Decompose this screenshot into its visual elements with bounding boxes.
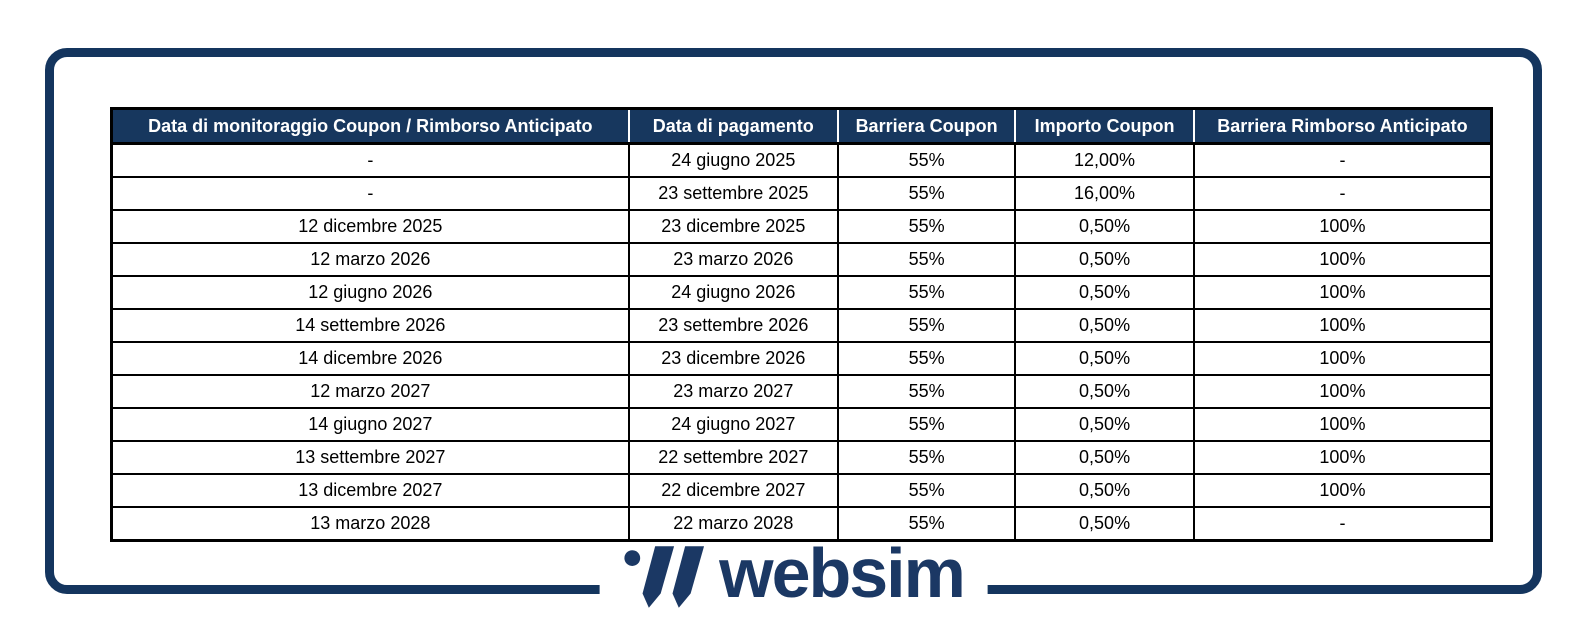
table-head: Data di monitoraggio Coupon / Rimborso A… xyxy=(111,108,1492,145)
table-cell: 13 dicembre 2027 xyxy=(110,473,630,508)
table-cell: 0,50% xyxy=(1014,506,1195,542)
table-cell: 0,50% xyxy=(1014,242,1195,277)
table-cell: 14 dicembre 2026 xyxy=(110,341,630,376)
table-cell: 14 settembre 2026 xyxy=(110,308,630,343)
table-cell: 100% xyxy=(1192,209,1493,244)
content-frame: Data di monitoraggio Coupon / Rimborso A… xyxy=(45,48,1542,611)
table-cell: 23 dicembre 2025 xyxy=(627,209,839,244)
table-cell: 100% xyxy=(1192,341,1493,376)
table-cell: 12,00% xyxy=(1014,142,1195,178)
table-header-row: Data di monitoraggio Coupon / Rimborso A… xyxy=(111,108,1492,145)
table-cell: 55% xyxy=(836,440,1017,475)
table-cell: - xyxy=(1192,142,1493,178)
table-cell: - xyxy=(110,176,630,211)
table-cell: - xyxy=(1192,176,1493,211)
websim-logo-icon xyxy=(623,546,704,608)
coupon-schedule-table: Data di monitoraggio Coupon / Rimborso A… xyxy=(110,107,1493,542)
table-cell: 55% xyxy=(836,407,1017,442)
websim-logo: websim xyxy=(599,534,988,612)
table-cell: 23 settembre 2026 xyxy=(627,308,839,343)
column-header-5: Barriera Rimborso Anticipato xyxy=(1193,108,1492,145)
table-row: 14 dicembre 2026 23 dicembre 2026 55% 0,50%… xyxy=(110,341,1493,376)
table-cell: 14 giugno 2027 xyxy=(110,407,630,442)
table-cell: 55% xyxy=(836,506,1017,542)
table-row: 12 giugno 2026 24 giugno 2026 55% 0,50% 100% xyxy=(110,275,1493,310)
table-body: -24 giugno 2025 55% 12,00% - -23 settembre 2… xyxy=(110,142,1493,542)
table-cell: 12 dicembre 2025 xyxy=(110,209,630,244)
websim-logo-text: websim xyxy=(719,534,966,612)
table-cell: 12 giugno 2026 xyxy=(110,275,630,310)
table-cell: 0,50% xyxy=(1014,440,1195,475)
table-cell: 100% xyxy=(1192,275,1493,310)
column-header-3: Barriera Coupon xyxy=(837,108,1017,145)
table-cell: 100% xyxy=(1192,407,1493,442)
table-cell: 0,50% xyxy=(1014,275,1195,310)
table-row: 14 settembre 2026 23 settembre 2026 55% 0,5… xyxy=(110,308,1493,343)
table-cell: 0,50% xyxy=(1014,473,1195,508)
table-cell: 12 marzo 2026 xyxy=(110,242,630,277)
table-row: 13 marzo 2028 22 marzo 2028 55% 0,50% - xyxy=(110,506,1493,542)
table-cell: 23 marzo 2027 xyxy=(627,374,839,409)
table-cell: 55% xyxy=(836,374,1017,409)
table-cell: 23 dicembre 2026 xyxy=(627,341,839,376)
table-cell: 55% xyxy=(836,176,1017,211)
table-cell: 100% xyxy=(1192,374,1493,409)
table-cell: 0,50% xyxy=(1014,341,1195,376)
table-cell: 13 settembre 2027 xyxy=(110,440,630,475)
table-row: 13 settembre 2027 22 settembre 2027 55% 0,5… xyxy=(110,440,1493,475)
table-cell: 55% xyxy=(836,242,1017,277)
table-cell: 55% xyxy=(836,341,1017,376)
table-cell: 16,00% xyxy=(1014,176,1195,211)
column-header-4: Importo Coupon xyxy=(1015,108,1195,145)
table-cell: 100% xyxy=(1192,440,1493,475)
table-cell: 22 settembre 2027 xyxy=(627,440,839,475)
table-row: 14 giugno 2027 24 giugno 2027 55% 0,50% 100% xyxy=(110,407,1493,442)
table-cell: 55% xyxy=(836,142,1017,178)
table-cell: 22 marzo 2028 xyxy=(627,506,839,542)
table-cell: 55% xyxy=(836,275,1017,310)
table-cell: 24 giugno 2025 xyxy=(627,142,839,178)
table-cell: 23 settembre 2025 xyxy=(627,176,839,211)
table-cell: 55% xyxy=(836,209,1017,244)
table-cell: 100% xyxy=(1192,242,1493,277)
table-cell: 0,50% xyxy=(1014,308,1195,343)
table-cell: 23 marzo 2026 xyxy=(627,242,839,277)
table-cell: 0,50% xyxy=(1014,209,1195,244)
table-cell: 24 giugno 2027 xyxy=(627,407,839,442)
table-row: 12 marzo 2026 23 marzo 2026 55% 0,50% 100% xyxy=(110,242,1493,277)
table-row: 12 dicembre 2025 23 dicembre 2025 55% 0,50%… xyxy=(110,209,1493,244)
table-cell: - xyxy=(110,142,630,178)
table-cell: - xyxy=(1192,506,1493,542)
table-cell: 12 marzo 2027 xyxy=(110,374,630,409)
table-cell: 13 marzo 2028 xyxy=(110,506,630,542)
table-row: 13 dicembre 2027 22 dicembre 2027 55% 0,50%… xyxy=(110,473,1493,508)
table-row: 12 marzo 2027 23 marzo 2027 55% 0,50% 100% xyxy=(110,374,1493,409)
table-cell: 100% xyxy=(1192,308,1493,343)
column-header-1: Data di monitoraggio Coupon / Rimborso A… xyxy=(111,108,630,145)
table-cell: 22 dicembre 2027 xyxy=(627,473,839,508)
table-cell: 0,50% xyxy=(1014,407,1195,442)
table-row: -24 giugno 2025 55% 12,00% - xyxy=(110,142,1493,178)
table-cell: 0,50% xyxy=(1014,374,1195,409)
table-cell: 55% xyxy=(836,473,1017,508)
column-header-2: Data di pagamento xyxy=(628,108,839,145)
table-row: -23 settembre 2025 55% 16,00% - xyxy=(110,176,1493,211)
table-cell: 24 giugno 2026 xyxy=(627,275,839,310)
table-cell: 55% xyxy=(836,308,1017,343)
table-cell: 100% xyxy=(1192,473,1493,508)
